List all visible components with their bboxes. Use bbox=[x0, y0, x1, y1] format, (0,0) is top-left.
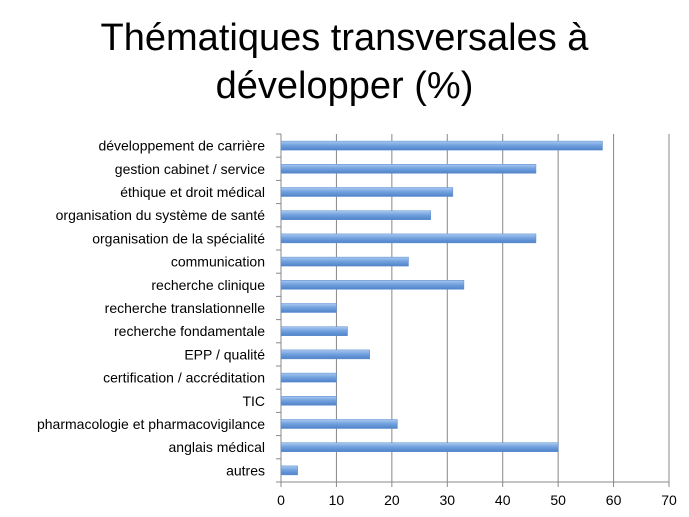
category-label: gestion cabinet / service bbox=[115, 161, 265, 177]
category-label: EPP / qualité bbox=[184, 346, 265, 362]
x-tick-label: 10 bbox=[329, 492, 345, 508]
bar-12 bbox=[280, 419, 398, 429]
category-label: anglais médical bbox=[169, 439, 266, 455]
x-tick-label: 20 bbox=[384, 492, 400, 508]
category-label: organisation du système de santé bbox=[56, 207, 266, 223]
bar-5 bbox=[280, 256, 409, 267]
category-label: TIC bbox=[242, 393, 265, 409]
chart-title-line-2: développer (%) bbox=[215, 65, 474, 107]
bar-6 bbox=[280, 280, 465, 290]
bar-2 bbox=[280, 187, 454, 197]
bar-3 bbox=[280, 210, 431, 220]
x-tick-labels: 0 10 20 30 40 50 60 70 bbox=[277, 492, 677, 508]
bar-1 bbox=[280, 164, 537, 174]
bars bbox=[280, 140, 603, 476]
x-tick-label: 30 bbox=[439, 492, 455, 508]
x-tick-label: 70 bbox=[661, 492, 677, 508]
bar-7 bbox=[280, 303, 337, 313]
bar-14 bbox=[280, 465, 298, 476]
category-labels: développement de carrière gestion cabinet… bbox=[37, 138, 265, 479]
bar-10 bbox=[280, 372, 337, 383]
category-label: pharmacologie et pharmacovigilance bbox=[37, 416, 265, 432]
category-label: développement de carrière bbox=[98, 138, 265, 154]
category-label: autres bbox=[226, 462, 265, 478]
x-tick-label: 60 bbox=[606, 492, 622, 508]
category-label: recherche fondamentale bbox=[114, 323, 265, 339]
x-tick-label: 40 bbox=[495, 492, 511, 508]
category-label: communication bbox=[171, 254, 265, 270]
category-label: organisation de la spécialité bbox=[92, 230, 265, 246]
bar-13 bbox=[280, 442, 559, 452]
bar-8 bbox=[280, 326, 348, 336]
category-label: recherche clinique bbox=[151, 277, 265, 293]
chart-title-line-1: Thématiques transversales à bbox=[100, 17, 589, 59]
bar-11 bbox=[280, 396, 337, 406]
bar-4 bbox=[280, 233, 537, 244]
category-label: certification / accréditation bbox=[103, 370, 265, 386]
x-tick-label: 0 bbox=[277, 492, 285, 508]
category-label: éthique et droit médical bbox=[120, 184, 265, 200]
chart-title: Thématiques transversales à développer (… bbox=[0, 14, 689, 110]
x-tick-label: 50 bbox=[550, 492, 566, 508]
bar-9 bbox=[280, 349, 370, 360]
category-label: recherche translationnelle bbox=[105, 300, 266, 316]
bar-0 bbox=[280, 140, 603, 151]
